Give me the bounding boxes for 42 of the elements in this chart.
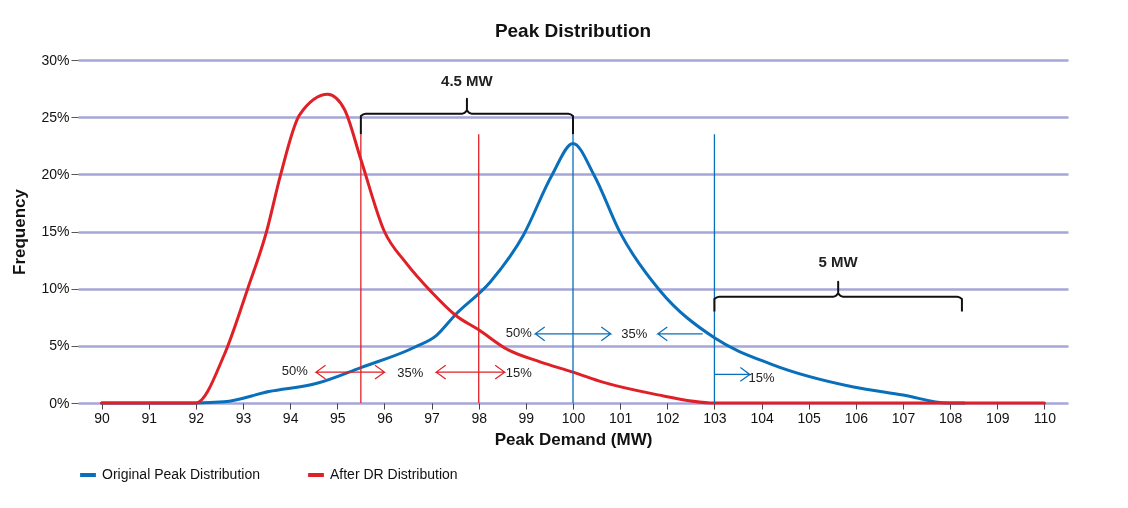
y-tick-label: 30% [41,51,70,68]
x-tick-label: 103 [703,409,727,426]
y-tick-label: 25% [41,108,70,125]
x-tick-label: 95 [330,409,346,426]
annotation: 15% [748,369,776,385]
annotation: 50% [281,362,309,378]
x-tick-label: 105 [797,409,822,426]
x-tick-label: 94 [282,409,299,426]
legend-label: Original Peak Distribution [102,466,260,482]
line-series [100,92,1046,405]
annotation: 4.5 MW [441,71,494,89]
y-tick-label: 0% [49,394,70,411]
y-axis-title: Frequency [10,188,30,275]
x-tick-label: 93 [235,409,252,426]
x-tick-label: 96 [377,409,393,426]
annotation: 35% [397,365,424,381]
y-tick-label: 5% [49,337,70,354]
y-tick-label: 10% [41,280,70,297]
annotation: 15% [505,365,533,381]
annotation: 50% [505,325,533,341]
x-tick-label: 92 [188,409,205,426]
x-tick-label: 101 [608,409,633,426]
x-tick-label: 99 [518,409,535,426]
y-tick-label: 20% [41,165,70,182]
x-tick-label: 109 [986,409,1010,426]
x-tick-label: 106 [844,409,869,426]
chart-title: Peak Distribution [494,20,652,41]
x-axis-title: Peak Demand (MW) [494,429,653,449]
x-tick-label: 102 [656,409,680,426]
x-tick-label: 97 [424,409,441,426]
y-tick-label: 15% [41,223,70,239]
x-tick-label: 104 [750,409,774,426]
x-tick-label: 98 [471,409,488,426]
x-tick-label: 90 [94,409,111,426]
x-tick-label: 100 [561,409,586,426]
x-tick-label: 107 [891,409,916,426]
legend-label: After DR Distribution [330,466,458,482]
x-tick-label: 108 [938,409,963,426]
annotation: 35% [621,326,648,342]
x-tick-label: 91 [141,409,158,426]
annotation: 5 MW [818,253,859,271]
x-tick-label: 110 [1033,409,1057,426]
